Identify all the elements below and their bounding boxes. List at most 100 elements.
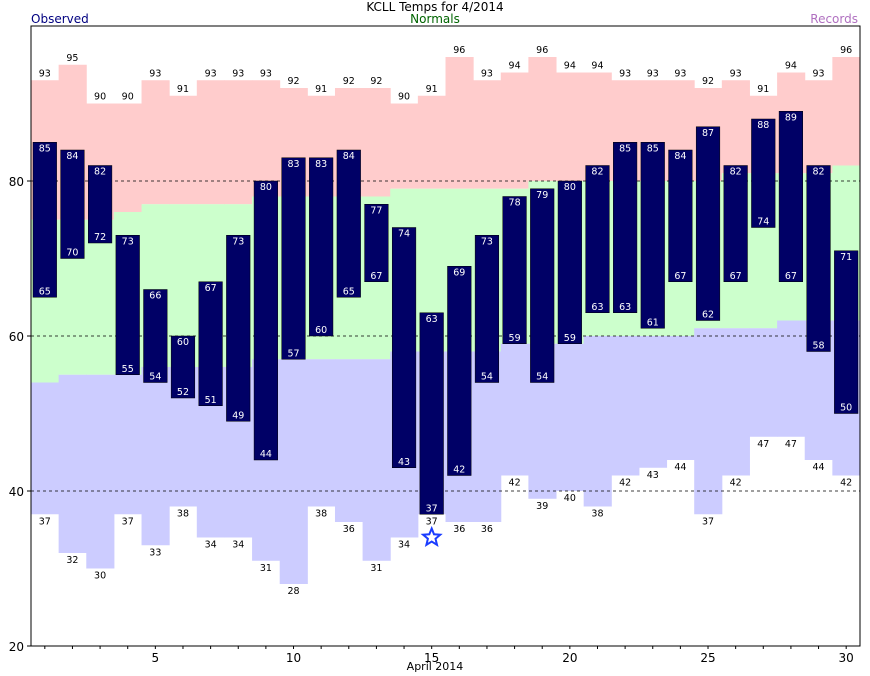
record-high-label: 91 [177, 84, 189, 95]
observed-high-label: 82 [94, 167, 106, 178]
record-high-band [252, 80, 281, 197]
observed-high-label: 89 [785, 112, 797, 123]
observed-high-label: 77 [370, 205, 382, 216]
observed-low-label: 67 [785, 271, 797, 282]
observed-bar [391, 227, 417, 468]
observed-high-label: 73 [232, 236, 244, 247]
record-high-label: 93 [813, 68, 825, 79]
record-low-band [556, 343, 585, 491]
observed-high-label: 83 [315, 159, 327, 170]
record-low-label: 37 [39, 516, 51, 527]
record-high-label: 93 [674, 68, 686, 79]
observed-high-label: 85 [619, 143, 631, 154]
record-low-label: 32 [66, 555, 78, 566]
record-high-label: 93 [481, 68, 493, 79]
observed-bar [806, 165, 831, 352]
observed-low-label: 54 [536, 372, 548, 383]
record-low-band [113, 374, 143, 515]
observed-high-label: 69 [453, 267, 465, 278]
record-high-label: 94 [785, 61, 797, 72]
observed-low-label: 52 [177, 387, 189, 398]
observed-high-label: 66 [149, 291, 161, 302]
observed-bar [198, 281, 223, 406]
record-marker-star [420, 525, 443, 547]
record-low-band [638, 336, 668, 468]
record-low-band [500, 343, 529, 476]
record-low-band [694, 328, 723, 515]
record-low-label: 33 [149, 547, 161, 558]
record-high-label: 92 [702, 76, 714, 87]
observed-bar [557, 180, 582, 344]
record-high-band [528, 57, 557, 181]
observed-high-label: 73 [122, 236, 134, 247]
record-low-label: 44 [813, 462, 825, 473]
x-tick-label: 20 [562, 651, 577, 665]
record-high-label: 91 [426, 84, 438, 95]
observed-bar [336, 149, 361, 298]
record-low-label: 42 [619, 478, 631, 489]
record-low-label: 34 [232, 540, 244, 551]
observed-low-label: 61 [647, 317, 659, 328]
observed-low-label: 67 [674, 271, 686, 282]
observed-low-label: 70 [66, 248, 78, 259]
record-high-label: 93 [647, 68, 659, 79]
record-high-label: 96 [536, 45, 548, 56]
observed-low-label: 51 [205, 395, 217, 406]
observed-high-label: 82 [813, 167, 825, 178]
record-high-band [721, 80, 750, 174]
legend-records: Records [810, 12, 858, 26]
record-low-label: 43 [647, 470, 659, 481]
record-high-band [141, 80, 170, 205]
record-low-label: 47 [757, 439, 769, 450]
observed-low-label: 57 [287, 348, 299, 359]
observed-low-label: 60 [315, 325, 327, 336]
observed-bar [474, 235, 500, 383]
observed-low-label: 58 [813, 341, 825, 352]
observed-high-label: 71 [840, 252, 852, 263]
record-high-band [804, 80, 833, 174]
record-high-label: 94 [564, 61, 576, 72]
record-low-label: 38 [591, 509, 603, 520]
observed-low-label: 49 [232, 410, 244, 421]
observed-bar [32, 142, 57, 298]
record-low-label: 47 [785, 439, 797, 450]
record-low-band [611, 336, 640, 476]
record-high-label: 90 [122, 92, 134, 103]
observed-bar [613, 142, 638, 313]
record-high-label: 94 [591, 61, 603, 72]
record-high-label: 93 [730, 68, 742, 79]
record-low-band [141, 367, 170, 546]
record-low-label: 42 [730, 478, 742, 489]
observed-high-label: 84 [674, 151, 686, 162]
record-high-label: 93 [205, 68, 217, 79]
record-low-label: 34 [205, 540, 217, 551]
observed-high-label: 83 [287, 159, 299, 170]
observed-bar [143, 289, 168, 383]
observed-bar [364, 204, 389, 282]
record-high-label: 94 [509, 61, 521, 72]
record-low-band [777, 320, 806, 437]
observed-low-label: 37 [426, 503, 438, 514]
observed-high-label: 80 [260, 182, 272, 193]
observed-low-label: 63 [591, 302, 603, 313]
observed-bar [170, 335, 196, 399]
observed-low-label: 54 [149, 372, 161, 383]
record-high-band [556, 72, 585, 181]
record-high-label: 92 [370, 76, 382, 87]
record-high-band [224, 80, 253, 205]
observed-low-label: 59 [509, 333, 521, 344]
record-low-label: 42 [509, 478, 521, 489]
observed-bar [88, 165, 113, 244]
record-low-label: 39 [536, 501, 548, 512]
record-high-band [445, 57, 474, 189]
record-high-label: 95 [66, 53, 78, 64]
record-low-label: 31 [370, 563, 382, 574]
observed-high-label: 87 [702, 128, 714, 139]
observed-high-label: 82 [591, 167, 603, 178]
observed-bar [640, 142, 665, 329]
record-low-label: 30 [94, 571, 106, 582]
record-low-label: 37 [122, 516, 134, 527]
record-low-band [749, 328, 778, 437]
record-high-label: 92 [343, 76, 355, 87]
observed-bar [60, 149, 85, 259]
